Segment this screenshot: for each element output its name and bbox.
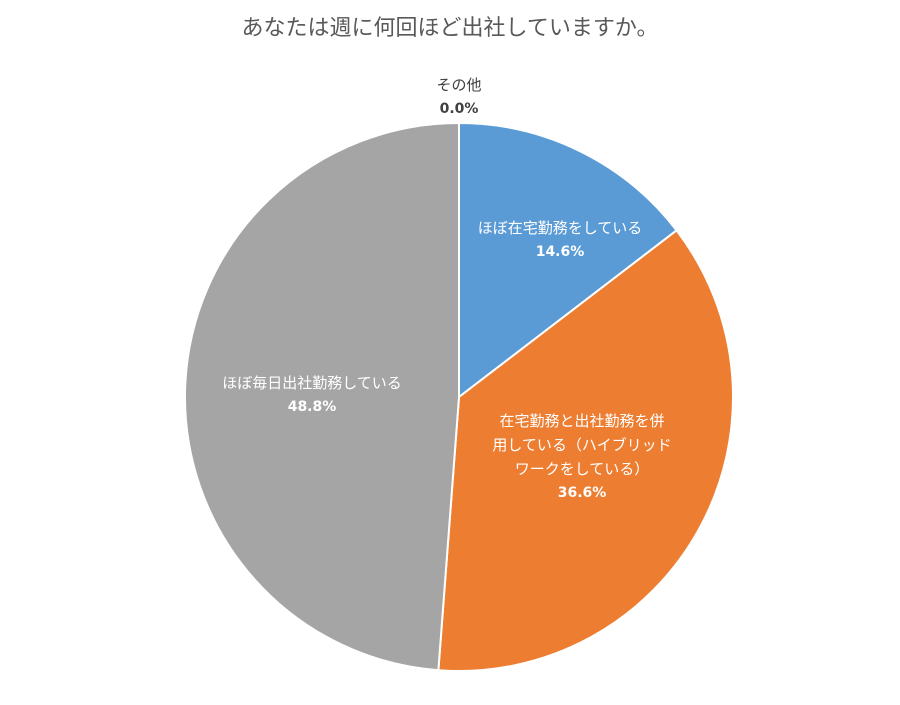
slice-label-line: ワークをしている） (514, 460, 650, 478)
pie-slice-1 (437, 229, 734, 672)
slice-value-label: 48.8% (287, 399, 337, 415)
slice-value-label: 0.0% (439, 101, 479, 117)
pie-slice-2 (184, 121, 460, 672)
slice-label-hybrid: 在宅勤務と出社勤務を併 用している（ハイブリッド ワークをしている） 36.6% (492, 409, 671, 505)
slice-value-label: 36.6% (557, 485, 607, 501)
slice-label-home: ほぼ在宅勤務をしている 14.6% (478, 216, 643, 264)
slice-label-line: 在宅勤務と出社勤務を併 (499, 412, 665, 430)
pie-slice-0 (458, 121, 678, 400)
slice-label-text: ほぼ毎日出社勤務している (222, 374, 402, 392)
slice-label-other: その他 0.0% (436, 73, 481, 121)
slice-label-line: 用している（ハイブリッド (492, 436, 672, 454)
slice-label-text: その他 (436, 76, 482, 94)
slice-label-text: ほぼ在宅勤務をしている (477, 219, 643, 237)
slice-label-office: ほぼ毎日出社勤務している 48.8% (222, 371, 402, 419)
chart-title: あなたは週に何回ほど出社していますか。 (241, 16, 659, 41)
slice-value-label: 14.6% (535, 244, 585, 260)
